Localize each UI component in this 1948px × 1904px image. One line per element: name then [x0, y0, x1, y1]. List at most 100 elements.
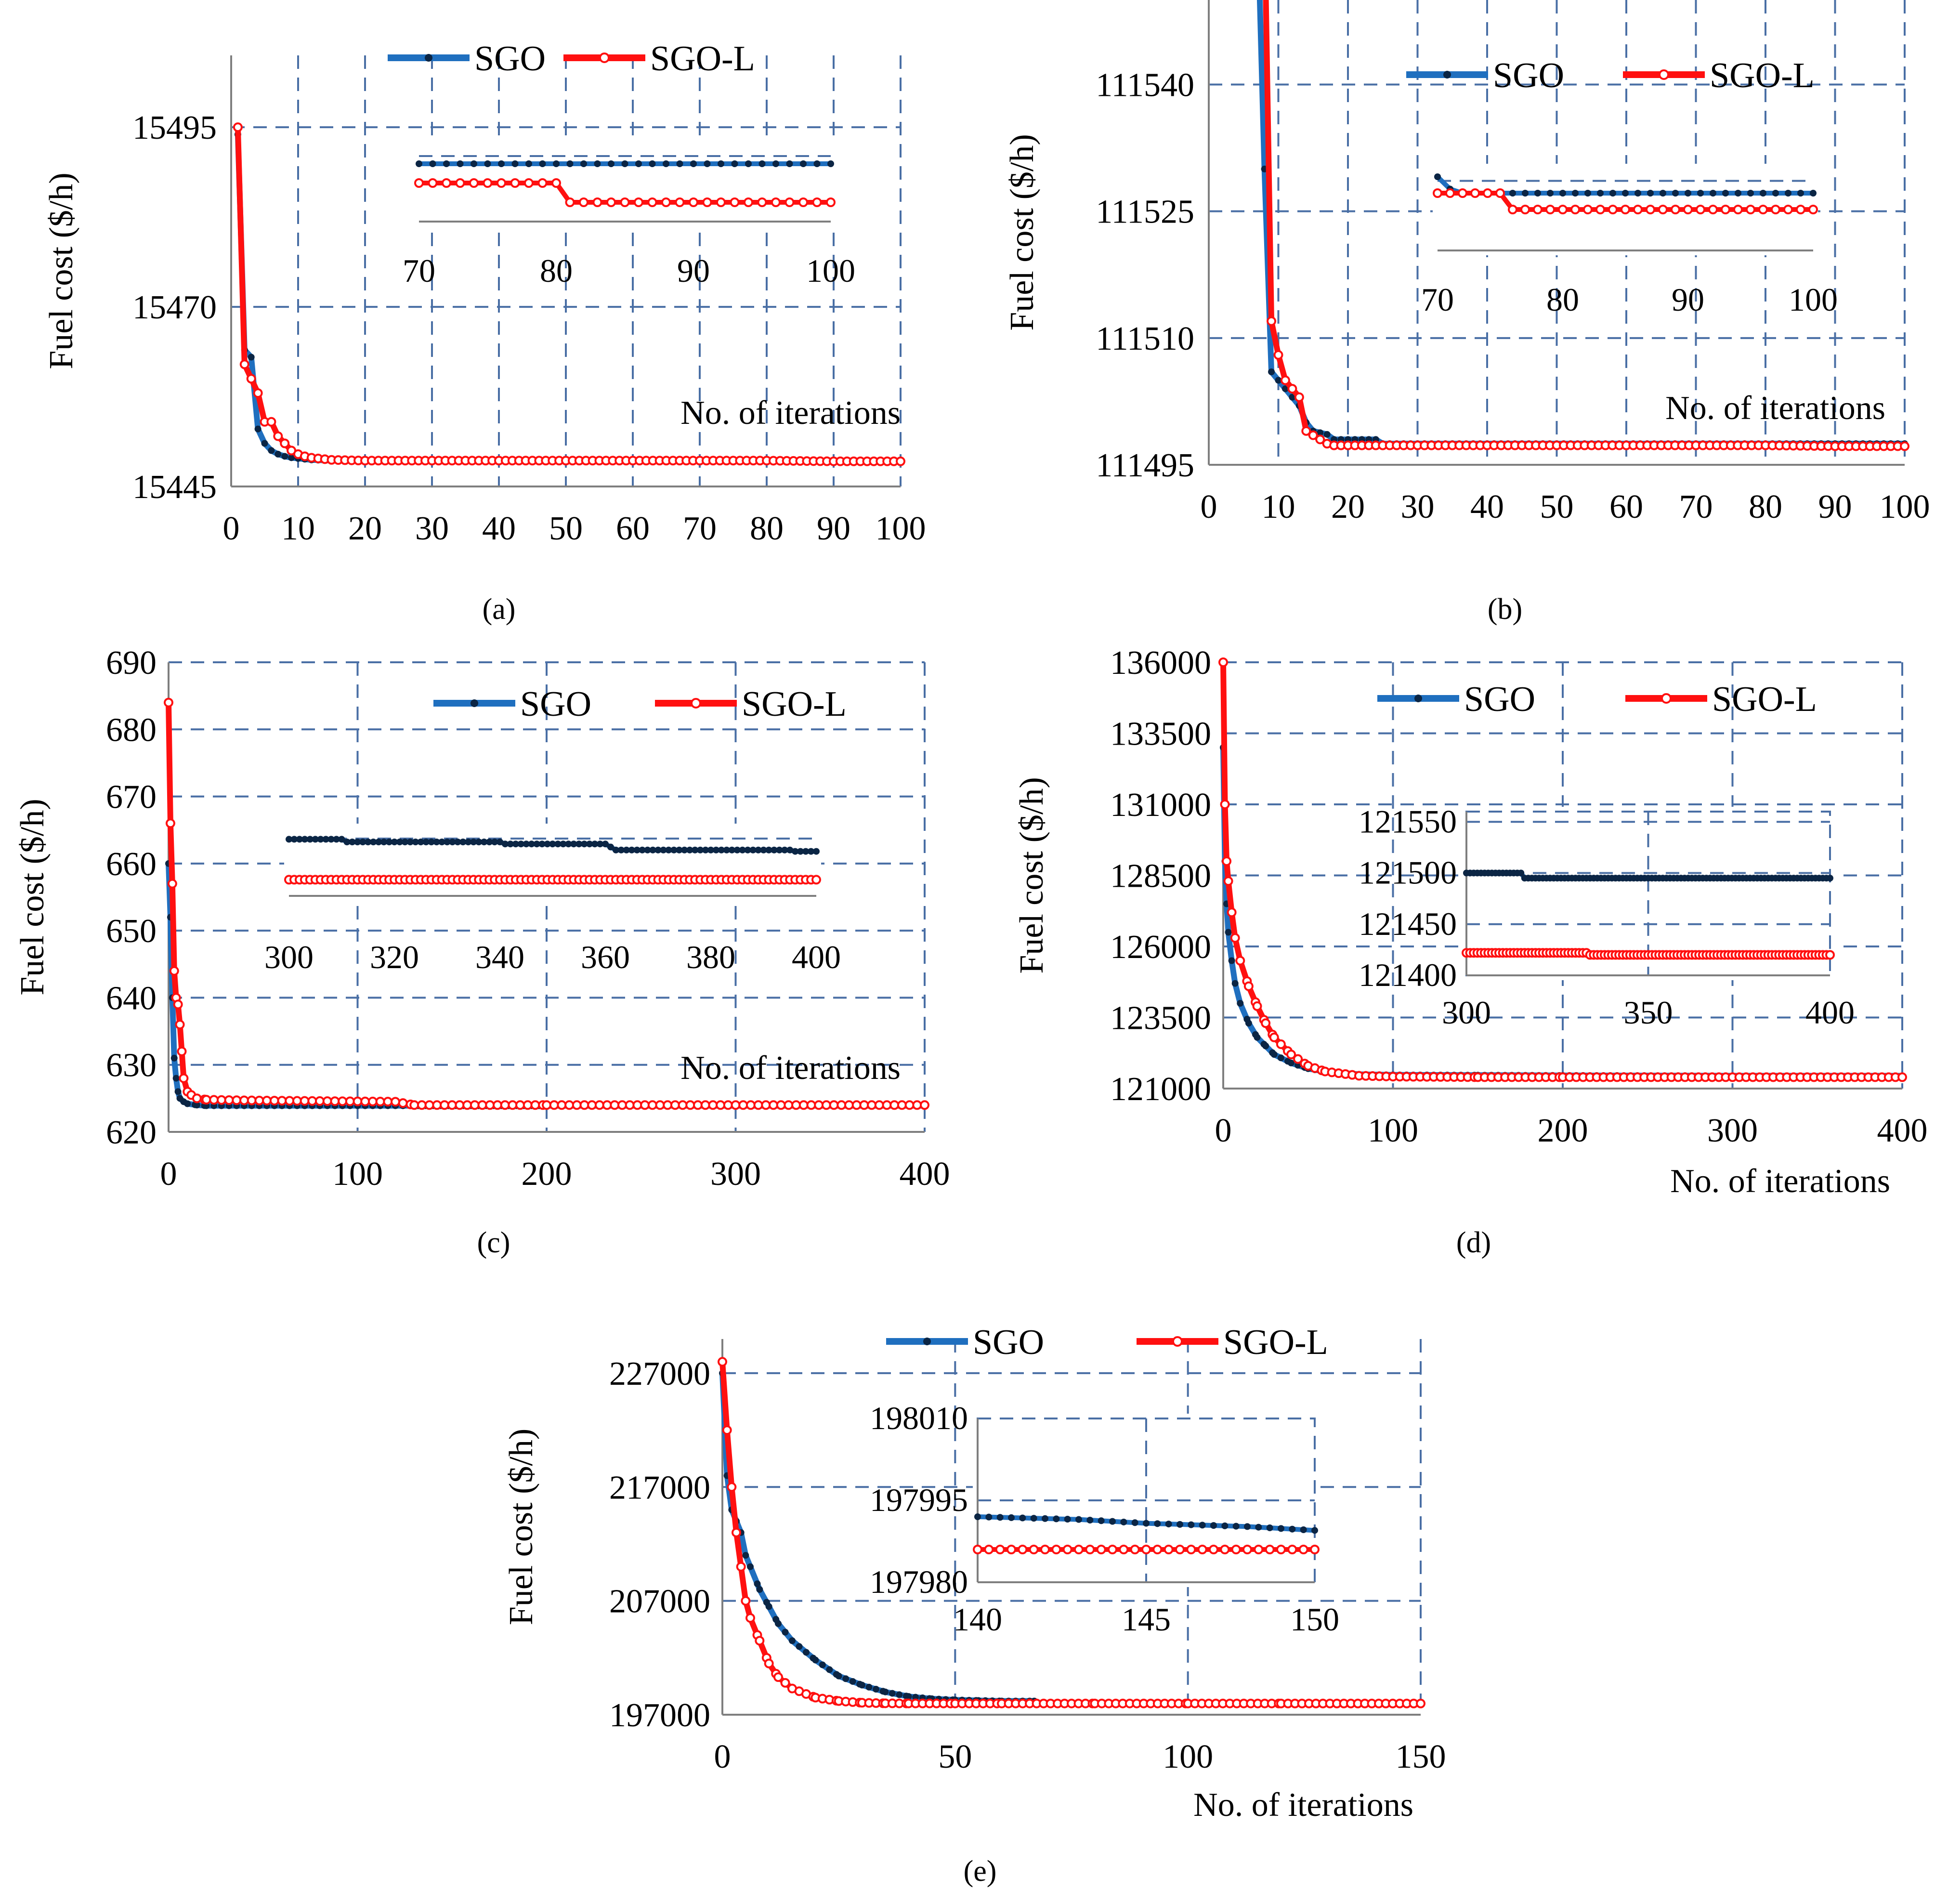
inset-data-point: [1595, 205, 1605, 214]
chart-panel-e: 0 50 100 150 197000 207000 217000 227000 Fuel co…: [503, 1323, 1446, 1888]
data-point: [1276, 1039, 1286, 1049]
inset-data-point: [422, 839, 430, 845]
inset-data-point: [765, 846, 772, 854]
data-point: [745, 1613, 755, 1623]
inset-data-point: [1197, 1545, 1207, 1554]
inset-data-point: [1810, 190, 1817, 197]
data-point: [1270, 1051, 1278, 1058]
x-tick-label: 0: [223, 510, 240, 547]
inset-data-point: [317, 836, 324, 843]
inset-data-point: [813, 848, 820, 855]
inset-data-point: [1533, 205, 1543, 214]
data-point: [239, 1095, 249, 1105]
data-point: [1323, 431, 1331, 438]
inset-data-point: [985, 1513, 993, 1521]
legend-label: SGO-L: [1223, 1323, 1328, 1362]
y-tick-label: 136000: [1110, 644, 1211, 682]
y-tick-label: 690: [106, 644, 157, 682]
data-point: [300, 1096, 310, 1106]
inset-data-point: [354, 839, 361, 845]
data-point: [1218, 657, 1228, 667]
inset-x-tick-label: 300: [264, 939, 314, 975]
data-point: [440, 1100, 450, 1110]
data-point: [253, 388, 263, 398]
inset-data-point: [1199, 1522, 1206, 1529]
data-point: [192, 1093, 202, 1103]
inset-data-point: [428, 178, 438, 188]
inset-data-point: [1509, 190, 1516, 197]
data-point: [579, 1100, 589, 1110]
inset-data-point: [1008, 1514, 1015, 1521]
inset-data-point: [511, 160, 519, 167]
y-tick-label: 128500: [1110, 858, 1211, 895]
inset-data-point: [723, 846, 730, 854]
inset-data-point: [974, 1513, 981, 1520]
inset-series-sgo-l: [1433, 188, 1818, 214]
inset-data-point: [594, 160, 601, 167]
inset-data-point: [1298, 1545, 1308, 1554]
inset-data-point: [539, 160, 546, 167]
data-point: [897, 1100, 907, 1110]
data-point: [232, 1095, 242, 1105]
data-point: [849, 1678, 856, 1685]
inset-data-point: [802, 848, 810, 855]
inset-data-point: [690, 160, 697, 167]
y-tick-label: 111525: [1096, 194, 1194, 231]
data-point: [736, 1562, 746, 1572]
data-point: [564, 1100, 575, 1110]
data-point: [1294, 392, 1304, 402]
inset-data-point: [760, 846, 767, 854]
inset-data-point: [644, 846, 651, 854]
panel-caption: (b): [1488, 593, 1522, 626]
inset-x-tick-label: 350: [1624, 994, 1673, 1031]
data-point: [784, 1100, 794, 1110]
inset-data-point: [1310, 1545, 1320, 1554]
inset-data-point: [1508, 205, 1517, 214]
inset-data-point: [1634, 190, 1641, 197]
inset-data-point: [1278, 1525, 1284, 1532]
inset-chart: 70 80 90 100: [403, 140, 855, 289]
data-point: [353, 1096, 363, 1106]
inset-data-point: [826, 197, 836, 207]
inset-data-point: [469, 178, 479, 188]
data-point: [345, 1096, 355, 1106]
y-tick-label: 111495: [1096, 447, 1194, 484]
data-point: [201, 1095, 211, 1105]
y-tick-label: 15470: [132, 289, 217, 326]
data-point: [417, 1100, 427, 1110]
inset-data-point: [797, 848, 804, 855]
inset-data-point: [443, 160, 450, 167]
data-point: [837, 1100, 847, 1110]
data-point: [1317, 429, 1324, 436]
inset-data-point: [786, 160, 793, 167]
inset-data-point: [620, 197, 630, 207]
data-point: [172, 1075, 180, 1082]
y-tick-label: 630: [106, 1047, 157, 1084]
data-point: [889, 1100, 900, 1110]
inset-data-point: [728, 846, 735, 854]
data-point: [1900, 441, 1909, 451]
inset-data-point: [512, 840, 519, 848]
inset-data-point: [1311, 1527, 1318, 1534]
inset-data-point: [306, 836, 314, 843]
inset-data-point: [327, 836, 335, 843]
inset-data-point: [1772, 190, 1779, 197]
inset-data-point: [676, 846, 683, 854]
inset-background: [284, 824, 821, 901]
x-tick-label: 20: [348, 510, 382, 547]
inset-data-point: [457, 160, 464, 167]
data-point: [912, 1100, 922, 1110]
inset-data-point: [1232, 1523, 1240, 1530]
inset-data-point: [1672, 190, 1679, 197]
inset-data-point: [1186, 1545, 1196, 1554]
inset-chart: 121400 121450 121500 121550 300 350 400: [1359, 803, 1855, 1031]
inset-data-point: [333, 836, 340, 843]
data-point: [829, 1100, 839, 1110]
x-tick-label: 50: [549, 510, 583, 547]
y-tick-label: 121000: [1110, 1071, 1211, 1108]
data-point: [732, 1527, 741, 1537]
data-point: [826, 1666, 833, 1673]
data-point: [170, 1054, 178, 1062]
inset-data-point: [1796, 205, 1805, 214]
inset-data-point: [973, 1545, 982, 1554]
